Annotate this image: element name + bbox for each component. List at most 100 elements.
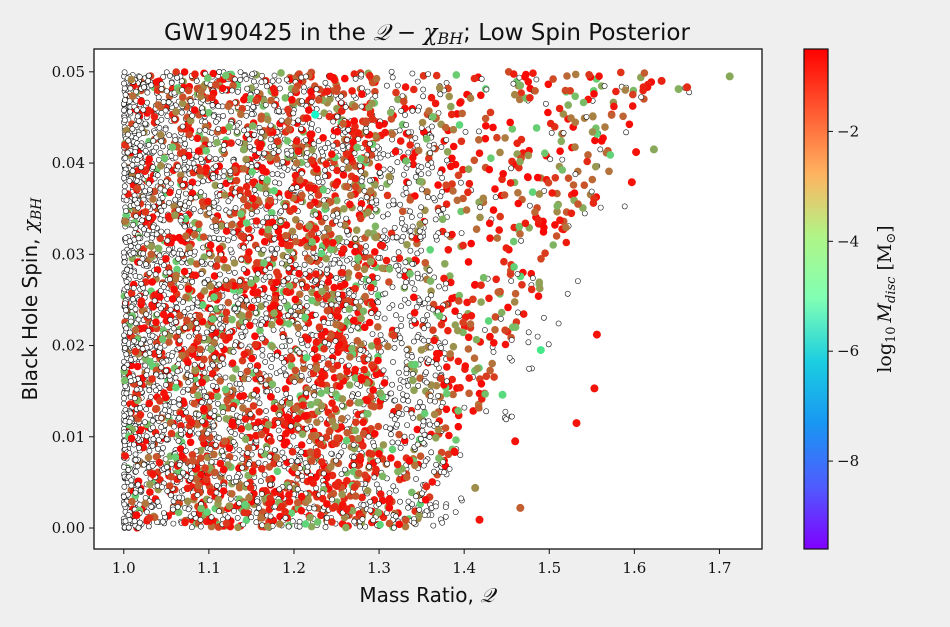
sample-point-disc bbox=[395, 430, 403, 439]
sample-point-no-disc bbox=[583, 114, 590, 120]
sample-point-disc bbox=[403, 473, 411, 482]
sample-point-no-disc bbox=[272, 179, 278, 186]
sample-point-disc bbox=[470, 156, 479, 165]
sample-point-no-disc bbox=[525, 339, 532, 346]
sample-point-disc bbox=[448, 375, 457, 384]
sample-point-disc bbox=[458, 109, 467, 118]
sample-point-disc bbox=[477, 91, 485, 100]
sample-point-no-disc bbox=[272, 251, 279, 257]
sample-point-disc bbox=[544, 108, 552, 117]
sample-point-no-disc bbox=[308, 125, 314, 132]
sample-point-disc bbox=[275, 520, 284, 528]
sample-point-no-disc bbox=[130, 285, 137, 291]
sample-point-disc bbox=[472, 225, 481, 233]
sample-point-no-disc bbox=[236, 278, 243, 285]
sample-point-no-disc bbox=[481, 327, 488, 333]
sample-point-no-disc bbox=[226, 209, 233, 216]
sample-point-no-disc bbox=[230, 348, 237, 355]
sample-point-no-disc bbox=[150, 164, 156, 171]
sample-point-disc bbox=[323, 306, 332, 315]
sample-point-disc bbox=[394, 467, 402, 476]
sample-point-disc bbox=[358, 493, 366, 502]
sample-point-disc bbox=[621, 86, 630, 94]
sample-point-no-disc bbox=[433, 361, 440, 368]
sample-point-disc bbox=[350, 117, 359, 125]
sample-point-disc bbox=[383, 191, 392, 200]
sample-point-no-disc bbox=[410, 338, 417, 345]
sample-point-no-disc bbox=[125, 524, 132, 531]
sample-point-disc bbox=[401, 83, 410, 91]
sample-point-disc bbox=[479, 194, 488, 203]
sample-point-no-disc bbox=[145, 72, 152, 79]
sample-point-no-disc bbox=[343, 239, 350, 246]
sample-point-no-disc bbox=[275, 427, 282, 434]
sample-point-no-disc bbox=[303, 425, 310, 432]
sample-point-disc bbox=[237, 110, 245, 119]
sample-point-disc bbox=[184, 358, 192, 367]
sample-point-disc bbox=[363, 410, 372, 418]
sample-point-no-disc bbox=[417, 212, 424, 219]
sample-point-disc bbox=[410, 85, 418, 94]
sample-point-no-disc bbox=[122, 97, 128, 103]
sample-point-no-disc bbox=[163, 69, 170, 76]
sample-point-no-disc bbox=[280, 278, 287, 285]
sample-point-disc bbox=[179, 93, 187, 101]
sample-point-no-disc bbox=[426, 434, 433, 440]
sample-point-no-disc bbox=[478, 76, 485, 82]
sample-point-disc bbox=[351, 492, 360, 500]
sample-point-disc bbox=[509, 237, 518, 246]
sample-point-disc bbox=[214, 495, 223, 504]
sample-point-disc bbox=[394, 403, 403, 412]
sample-point-no-disc bbox=[219, 355, 226, 362]
sample-point-no-disc bbox=[142, 120, 149, 127]
sample-point-no-disc bbox=[153, 231, 160, 238]
sample-point-no-disc bbox=[146, 447, 153, 454]
sample-point-disc bbox=[282, 429, 290, 438]
sample-point-disc bbox=[486, 108, 495, 117]
sample-point-disc bbox=[506, 179, 515, 187]
sample-point-no-disc bbox=[329, 347, 336, 354]
sample-point-disc bbox=[549, 75, 557, 83]
sample-point-disc bbox=[563, 72, 571, 80]
sample-point-disc bbox=[442, 389, 451, 398]
sample-point-disc bbox=[352, 226, 361, 234]
sample-point-disc bbox=[372, 233, 380, 242]
sample-point-no-disc bbox=[295, 425, 302, 432]
sample-point-disc bbox=[418, 118, 427, 127]
sample-point-no-disc bbox=[159, 143, 166, 150]
sample-point-disc bbox=[294, 323, 303, 332]
sample-point-disc bbox=[343, 367, 351, 376]
sample-point-disc bbox=[570, 189, 579, 197]
sample-point-no-disc bbox=[345, 362, 352, 369]
sample-point-no-disc bbox=[267, 265, 274, 271]
sample-point-no-disc bbox=[276, 194, 283, 201]
sample-point-no-disc bbox=[420, 418, 427, 425]
sample-point-disc bbox=[391, 147, 400, 156]
sample-point-no-disc bbox=[194, 299, 201, 306]
chart-title: GW190425 in the 𝒬 − χBH; Low Spin Poster… bbox=[164, 20, 690, 48]
sample-point-no-disc bbox=[258, 129, 265, 135]
sample-point-no-disc bbox=[247, 362, 254, 369]
sample-point-no-disc bbox=[155, 156, 162, 163]
sample-point-no-disc bbox=[290, 110, 297, 117]
sample-point-no-disc bbox=[377, 332, 384, 338]
sample-point-disc bbox=[511, 289, 520, 298]
sample-point-disc bbox=[487, 154, 495, 162]
sample-point-no-disc bbox=[483, 408, 490, 415]
sample-point-disc bbox=[354, 129, 362, 137]
sample-point-no-disc bbox=[402, 185, 409, 192]
sample-point-disc bbox=[493, 133, 501, 142]
sample-point-no-disc bbox=[391, 256, 397, 262]
sample-point-disc bbox=[346, 353, 354, 361]
sample-point-no-disc bbox=[389, 74, 396, 81]
sample-point-disc bbox=[358, 90, 366, 98]
sample-point-disc bbox=[333, 166, 341, 175]
sample-point-disc bbox=[441, 424, 450, 432]
sample-point-disc bbox=[160, 154, 169, 162]
sample-point-disc bbox=[160, 389, 168, 397]
sample-point-no-disc bbox=[198, 270, 205, 277]
sample-point-no-disc bbox=[389, 284, 396, 290]
sample-point-no-disc bbox=[202, 127, 209, 134]
sample-point-disc bbox=[482, 122, 490, 130]
sample-point-disc bbox=[628, 102, 637, 110]
